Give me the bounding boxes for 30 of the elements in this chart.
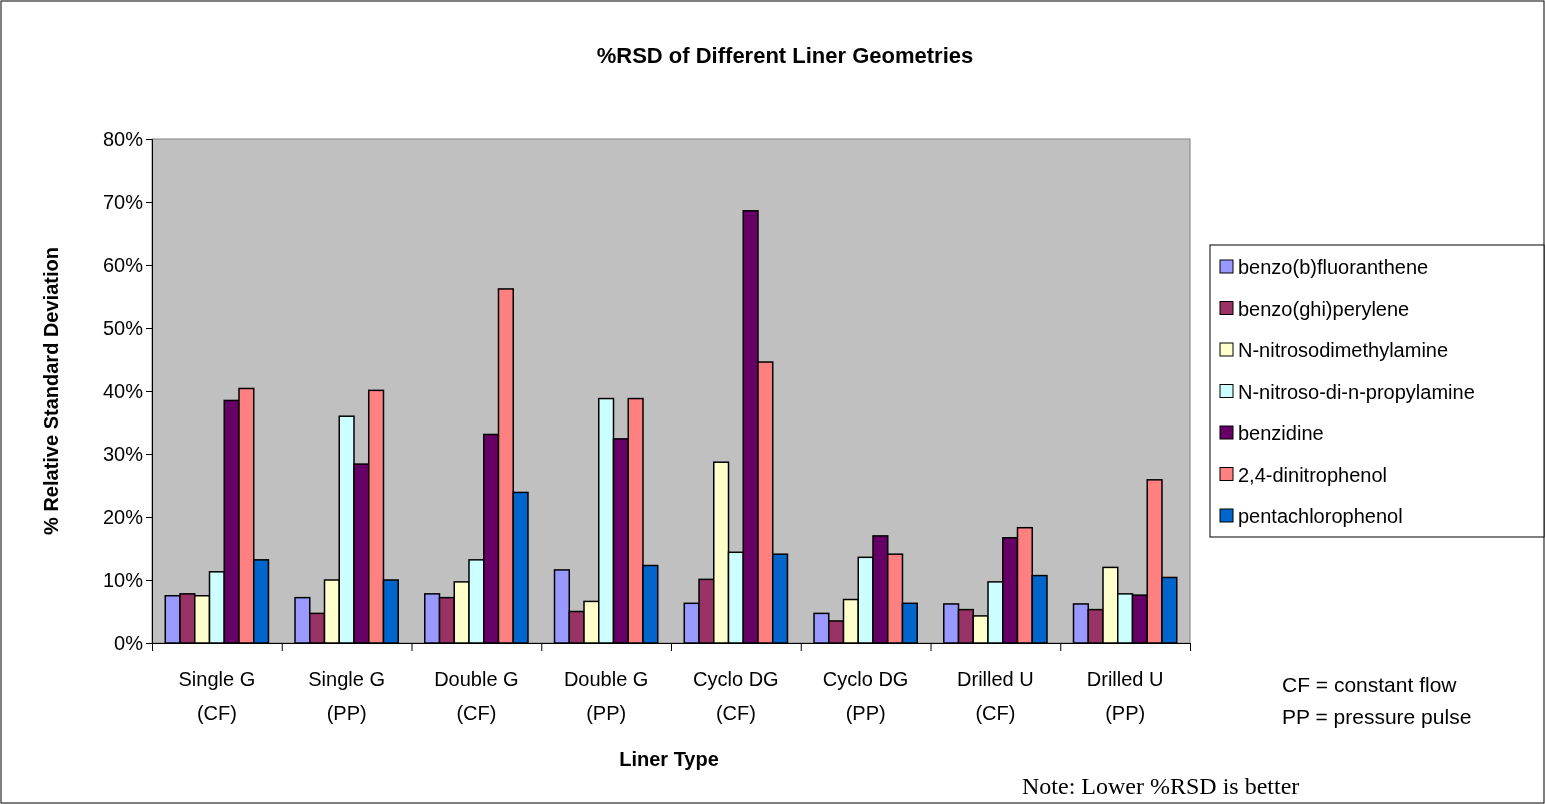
x-tick-label: Double G (CF) bbox=[434, 668, 519, 724]
x-tick-label: Double G (PP) bbox=[563, 668, 649, 724]
x-tick-label: Cyclo DG (PP) bbox=[822, 668, 909, 724]
y-tick-label: 80% bbox=[102, 127, 144, 150]
y-tick-label: 50% bbox=[102, 316, 144, 339]
text: Note: Lower %RSD is better bbox=[1022, 773, 1300, 799]
chart-title: %RSD of Different Liner Geometries bbox=[596, 43, 974, 68]
x-tick-label: Single G (PP) bbox=[308, 668, 385, 724]
x-axis-title: Liner Type bbox=[619, 748, 719, 770]
x-tick-label: Cyclo DG (CF) bbox=[693, 668, 779, 724]
y-tick-label: 30% bbox=[102, 442, 144, 465]
legend-label: 2,4-dinitrophenol bbox=[1238, 463, 1387, 486]
legend-label: benzo(ghi)perylene bbox=[1238, 297, 1410, 320]
y-tick-label: 10% bbox=[102, 568, 144, 591]
y-tick-label: 40% bbox=[102, 379, 144, 402]
x-tick-label: Drilled U (CF) bbox=[957, 668, 1034, 724]
legend-label: pentachlorophenol bbox=[1238, 505, 1403, 527]
legend-label: benzo(b)fluoranthene bbox=[1238, 256, 1429, 278]
y-tick-label: 70% bbox=[102, 190, 144, 213]
y-tick-label: 60% bbox=[102, 253, 144, 276]
legend-label: N-nitroso-di-n-propylamine bbox=[1238, 380, 1475, 403]
x-tick-label: Single G (CF) bbox=[178, 668, 256, 724]
legend-label: benzidine bbox=[1238, 422, 1324, 444]
y-tick-label: 0% bbox=[114, 631, 144, 654]
text: CF = constant flow bbox=[1282, 673, 1458, 696]
text: PP = pressure pulse bbox=[1282, 705, 1472, 728]
legend-label: N-nitrosodimethylamine bbox=[1238, 339, 1449, 361]
y-axis-title: % Relative Standard Deviation bbox=[40, 247, 62, 535]
x-tick-label: Drilled U (PP) bbox=[1086, 668, 1164, 724]
y-tick-label: 20% bbox=[102, 505, 144, 528]
